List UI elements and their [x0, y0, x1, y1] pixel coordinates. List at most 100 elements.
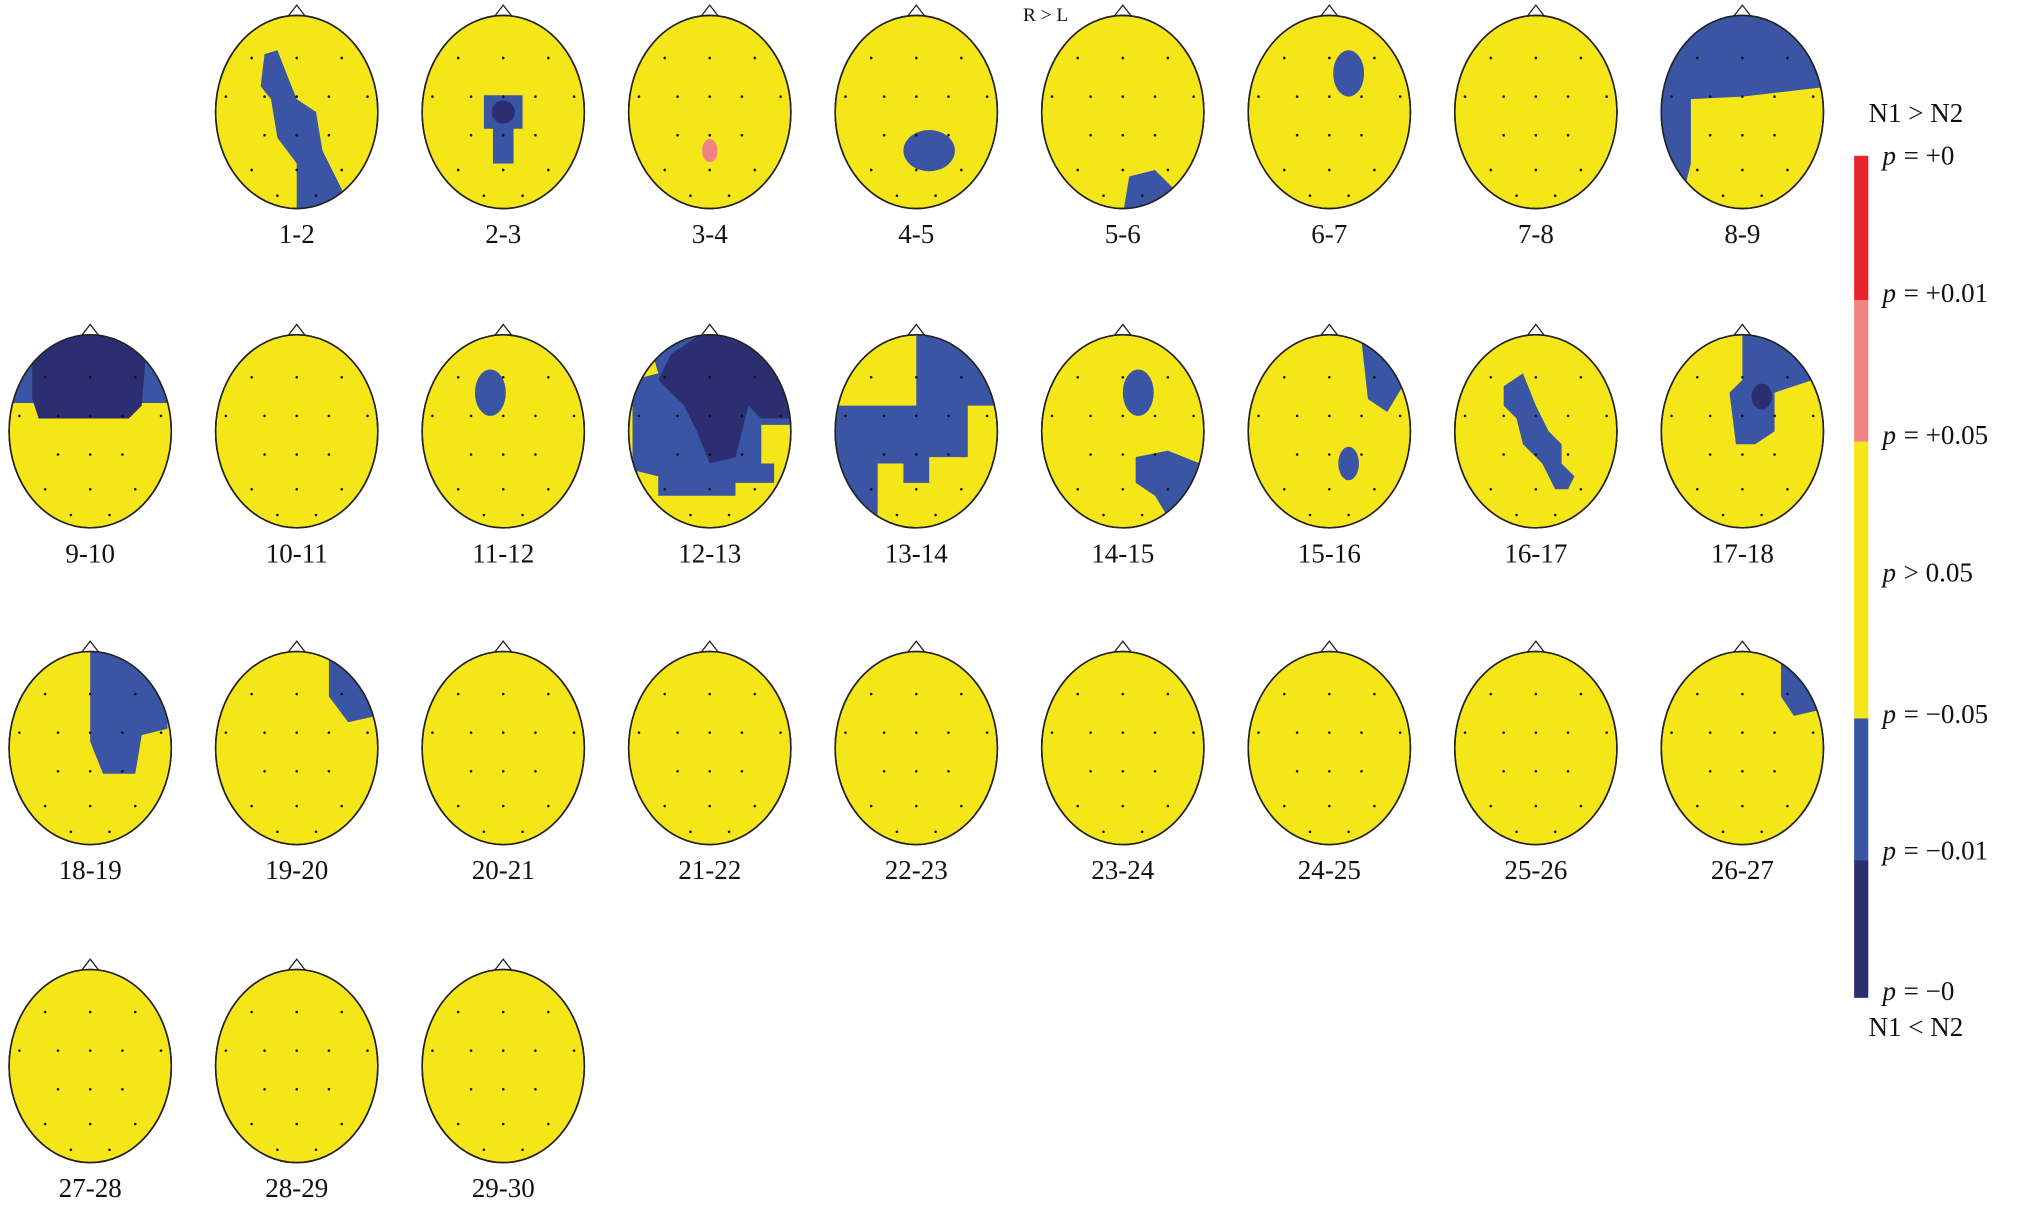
electrode	[43, 1122, 47, 1126]
electrode	[1534, 414, 1538, 418]
electrode	[1741, 375, 1744, 379]
electrode	[547, 487, 550, 491]
symbol: p	[1880, 420, 1896, 450]
electrode	[1741, 804, 1744, 808]
electrode	[882, 414, 886, 418]
electrode	[1708, 769, 1712, 773]
electrode	[1076, 375, 1080, 379]
electrode	[1282, 375, 1286, 379]
colorbar-label: p > 0.05	[1880, 558, 1973, 588]
electrode	[1282, 487, 1286, 491]
electrode	[1773, 414, 1776, 418]
electrode	[133, 487, 137, 491]
electrode	[340, 804, 344, 808]
electrode	[753, 487, 757, 491]
electrode	[960, 804, 963, 808]
topo-map: 22-23	[834, 640, 999, 885]
electrode	[469, 1087, 473, 1091]
electrode	[1102, 513, 1105, 517]
electrode	[1760, 513, 1763, 517]
electrode	[1515, 513, 1518, 517]
electrode	[779, 731, 782, 734]
electrode	[1328, 133, 1331, 137]
map-label: 22-23	[885, 855, 948, 885]
nose	[1113, 4, 1133, 18]
topo-map: 16-17	[1453, 323, 1618, 568]
colorbar-segment	[1854, 718, 1869, 861]
electrode	[1076, 56, 1080, 60]
map-label: 23-24	[1091, 855, 1155, 885]
electrode	[295, 133, 299, 137]
electrode	[869, 692, 873, 696]
electrode	[547, 56, 550, 60]
map-label: 10-11	[266, 538, 328, 568]
electrode	[1534, 731, 1538, 734]
electrode	[947, 731, 950, 734]
electrode	[501, 1087, 505, 1091]
head	[834, 650, 999, 846]
electrode	[121, 453, 124, 456]
electrode	[1295, 95, 1299, 98]
topo-map: 19-20	[214, 640, 379, 885]
electrode	[1328, 453, 1331, 456]
head-outline	[627, 333, 792, 529]
head-outline	[1247, 333, 1412, 529]
map-label: 28-29	[265, 1173, 328, 1203]
electrode	[469, 453, 473, 456]
electrode	[1696, 804, 1699, 808]
electrode	[1153, 769, 1157, 773]
electrode	[327, 95, 331, 98]
nose	[1113, 323, 1133, 337]
electrode	[1076, 168, 1080, 172]
electrode	[43, 375, 47, 379]
electrode	[1605, 731, 1608, 734]
electrode	[250, 804, 253, 808]
nose	[80, 640, 100, 654]
electrode	[637, 95, 641, 98]
electrode	[740, 95, 744, 98]
topo-map: 7-8	[1453, 4, 1618, 249]
electrode	[1121, 769, 1125, 773]
electrode	[263, 731, 266, 734]
electrode	[501, 1122, 505, 1126]
electrode	[56, 1049, 60, 1052]
electrode	[914, 804, 918, 808]
electrode	[1502, 95, 1505, 98]
electrode	[69, 830, 73, 834]
electrode	[43, 692, 47, 696]
head-outline	[214, 333, 379, 529]
electrode	[263, 769, 266, 773]
electrode	[1398, 414, 1402, 418]
electrode	[1166, 804, 1170, 808]
electrode	[1696, 56, 1699, 60]
electrode	[501, 453, 505, 456]
map-label: 6-7	[1311, 219, 1347, 249]
region	[702, 139, 718, 163]
electrode	[1515, 194, 1518, 197]
region	[1503, 373, 1575, 490]
electrode	[501, 731, 505, 734]
electrode	[1102, 194, 1105, 197]
electrode	[985, 95, 989, 98]
map-label: 21-22	[678, 855, 741, 885]
electrode	[534, 731, 537, 734]
electrode	[869, 804, 873, 808]
relation: = +0	[1904, 141, 1955, 171]
topo-map: 1-2	[214, 4, 379, 249]
map-label: 11-12	[472, 538, 534, 568]
electrode	[960, 487, 963, 491]
electrode	[572, 95, 576, 98]
electrode	[1489, 487, 1493, 491]
electrode	[1463, 414, 1467, 418]
electrode	[947, 95, 950, 98]
electrode	[295, 453, 299, 456]
colorbar-label: p = −0.05	[1880, 699, 1988, 729]
electrode	[895, 194, 899, 197]
electrode	[501, 95, 505, 98]
map-label: 2-3	[485, 219, 521, 249]
relation: = +0.05	[1904, 420, 1989, 450]
electrode	[934, 830, 937, 834]
colorbar-top: N1 > N2	[1869, 98, 1964, 128]
electrode	[869, 168, 873, 172]
electrode	[844, 414, 847, 418]
